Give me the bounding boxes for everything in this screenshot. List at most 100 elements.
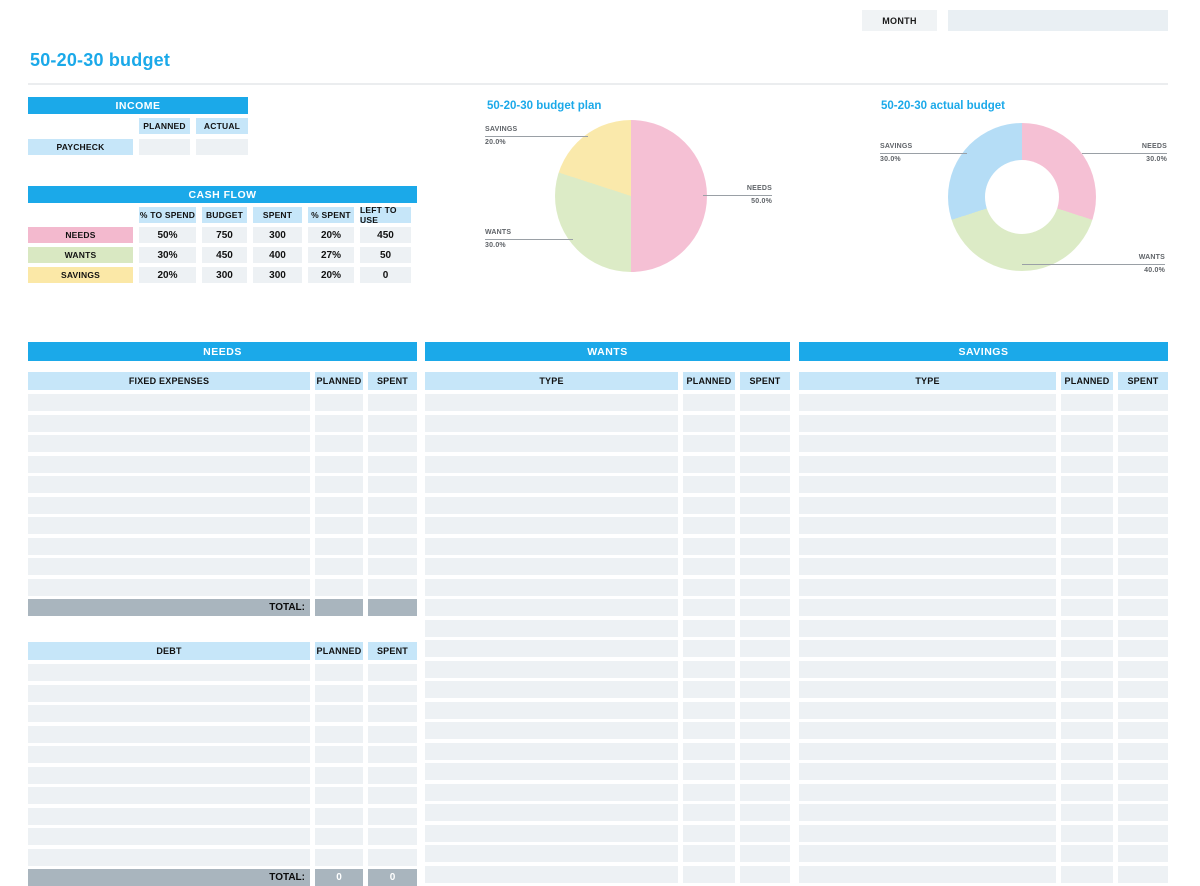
empty-cell[interactable] bbox=[368, 787, 417, 804]
empty-cell[interactable] bbox=[315, 394, 363, 411]
empty-cell[interactable] bbox=[368, 578, 417, 596]
empty-cell[interactable] bbox=[28, 684, 310, 702]
empty-cell[interactable] bbox=[683, 496, 735, 514]
empty-cell[interactable] bbox=[683, 537, 735, 555]
empty-cell[interactable] bbox=[740, 783, 790, 801]
needs-budget-cell[interactable]: 750 bbox=[202, 227, 247, 243]
empty-cell[interactable] bbox=[28, 787, 310, 804]
empty-cell[interactable] bbox=[1061, 640, 1113, 657]
empty-cell[interactable] bbox=[315, 684, 363, 702]
empty-cell[interactable] bbox=[1061, 763, 1113, 780]
empty-cell[interactable] bbox=[1118, 701, 1168, 719]
empty-cell[interactable] bbox=[799, 763, 1056, 780]
empty-cell[interactable] bbox=[425, 496, 678, 514]
empty-cell[interactable] bbox=[1061, 865, 1113, 883]
empty-cell[interactable] bbox=[28, 725, 310, 743]
empty-cell[interactable] bbox=[368, 414, 417, 432]
empty-cell[interactable] bbox=[368, 537, 417, 555]
empty-cell[interactable] bbox=[1118, 414, 1168, 432]
empty-cell[interactable] bbox=[425, 722, 678, 739]
needs-pct-spent-cell[interactable]: 20% bbox=[308, 227, 354, 243]
empty-cell[interactable] bbox=[799, 701, 1056, 719]
empty-cell[interactable] bbox=[28, 394, 310, 411]
empty-cell[interactable] bbox=[799, 681, 1056, 698]
empty-cell[interactable] bbox=[740, 845, 790, 862]
empty-cell[interactable] bbox=[1061, 599, 1113, 616]
empty-cell[interactable] bbox=[315, 414, 363, 432]
empty-cell[interactable] bbox=[315, 517, 363, 534]
empty-cell[interactable] bbox=[799, 660, 1056, 678]
empty-cell[interactable] bbox=[740, 824, 790, 842]
empty-cell[interactable] bbox=[368, 496, 417, 514]
empty-cell[interactable] bbox=[1061, 435, 1113, 452]
empty-cell[interactable] bbox=[315, 705, 363, 722]
wants-spent-cell[interactable]: 400 bbox=[253, 247, 302, 263]
empty-cell[interactable] bbox=[740, 865, 790, 883]
empty-cell[interactable] bbox=[1118, 845, 1168, 862]
empty-cell[interactable] bbox=[1118, 763, 1168, 780]
empty-cell[interactable] bbox=[799, 722, 1056, 739]
empty-cell[interactable] bbox=[425, 414, 678, 432]
empty-cell[interactable] bbox=[425, 701, 678, 719]
empty-cell[interactable] bbox=[740, 476, 790, 493]
wants-left-to-use-cell[interactable]: 50 bbox=[360, 247, 411, 263]
empty-cell[interactable] bbox=[683, 783, 735, 801]
empty-cell[interactable] bbox=[740, 640, 790, 657]
needs-left-to-use-cell[interactable]: 450 bbox=[360, 227, 411, 243]
empty-cell[interactable] bbox=[799, 414, 1056, 432]
wants-pct-to-spend-cell[interactable]: 30% bbox=[139, 247, 196, 263]
wants-budget-cell[interactable]: 450 bbox=[202, 247, 247, 263]
empty-cell[interactable] bbox=[28, 435, 310, 452]
empty-cell[interactable] bbox=[368, 455, 417, 473]
empty-cell[interactable] bbox=[1061, 619, 1113, 637]
empty-cell[interactable] bbox=[28, 705, 310, 722]
empty-cell[interactable] bbox=[799, 804, 1056, 821]
empty-cell[interactable] bbox=[799, 537, 1056, 555]
needs-label-cell[interactable]: NEEDS bbox=[28, 227, 133, 243]
empty-cell[interactable] bbox=[1118, 558, 1168, 575]
empty-cell[interactable] bbox=[315, 828, 363, 845]
empty-cell[interactable] bbox=[1118, 476, 1168, 493]
empty-cell[interactable] bbox=[740, 537, 790, 555]
empty-cell[interactable] bbox=[683, 435, 735, 452]
empty-cell[interactable] bbox=[425, 681, 678, 698]
empty-cell[interactable] bbox=[1061, 783, 1113, 801]
empty-cell[interactable] bbox=[683, 476, 735, 493]
empty-cell[interactable] bbox=[28, 455, 310, 473]
empty-cell[interactable] bbox=[425, 742, 678, 760]
empty-cell[interactable] bbox=[425, 476, 678, 493]
empty-cell[interactable] bbox=[740, 517, 790, 534]
empty-cell[interactable] bbox=[315, 664, 363, 681]
empty-cell[interactable] bbox=[315, 476, 363, 493]
empty-cell[interactable] bbox=[1118, 496, 1168, 514]
needs-spent-cell[interactable]: 300 bbox=[253, 227, 302, 243]
empty-cell[interactable] bbox=[799, 783, 1056, 801]
empty-cell[interactable] bbox=[315, 848, 363, 866]
empty-cell[interactable] bbox=[368, 664, 417, 681]
empty-cell[interactable] bbox=[740, 722, 790, 739]
empty-cell[interactable] bbox=[740, 394, 790, 411]
empty-cell[interactable] bbox=[1118, 599, 1168, 616]
empty-cell[interactable] bbox=[1061, 414, 1113, 432]
empty-cell[interactable] bbox=[683, 394, 735, 411]
empty-cell[interactable] bbox=[315, 807, 363, 825]
empty-cell[interactable] bbox=[368, 705, 417, 722]
empty-cell[interactable] bbox=[1061, 804, 1113, 821]
empty-cell[interactable] bbox=[683, 558, 735, 575]
empty-cell[interactable] bbox=[425, 558, 678, 575]
empty-cell[interactable] bbox=[799, 455, 1056, 473]
empty-cell[interactable] bbox=[425, 783, 678, 801]
paycheck-label-cell[interactable]: PAYCHECK bbox=[28, 139, 133, 155]
empty-cell[interactable] bbox=[799, 517, 1056, 534]
empty-cell[interactable] bbox=[28, 664, 310, 681]
savings-left-to-use-cell[interactable]: 0 bbox=[360, 267, 411, 283]
empty-cell[interactable] bbox=[425, 619, 678, 637]
empty-cell[interactable] bbox=[368, 848, 417, 866]
empty-cell[interactable] bbox=[368, 435, 417, 452]
empty-cell[interactable] bbox=[740, 804, 790, 821]
empty-cell[interactable] bbox=[799, 865, 1056, 883]
empty-cell[interactable] bbox=[28, 578, 310, 596]
empty-cell[interactable] bbox=[683, 824, 735, 842]
empty-cell[interactable] bbox=[740, 558, 790, 575]
empty-cell[interactable] bbox=[683, 763, 735, 780]
